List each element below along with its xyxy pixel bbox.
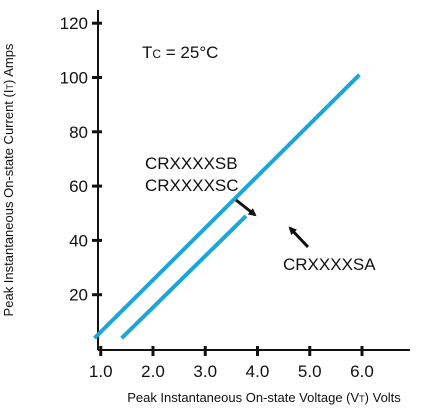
- x-tick-label: 5.0: [298, 362, 322, 381]
- y-tick-label: 20: [69, 286, 88, 305]
- x-ticks: 1.0 2.0 3.0 4.0 5.0 6.0: [89, 346, 374, 381]
- pointer-arrow-sa: [288, 226, 310, 249]
- x-tick-label: 6.0: [350, 362, 374, 381]
- x-tick-label: 3.0: [193, 362, 217, 381]
- series-label-sa: CRXXXXSA: [283, 255, 376, 274]
- x-tick-label: 1.0: [89, 362, 113, 381]
- y-axis-title: Peak Instantaneous On-state Current (IT)…: [1, 43, 16, 316]
- series-label-sc: CRXXXXSC: [145, 176, 239, 195]
- y-tick-label: 80: [69, 123, 88, 142]
- series-line-sb-sc: [93, 73, 361, 340]
- x-tick-label: 2.0: [141, 362, 165, 381]
- x-tick-label: 4.0: [246, 362, 270, 381]
- y-tick-label: 40: [69, 231, 88, 250]
- pointer-arrow-sb-sc: [235, 198, 257, 217]
- y-tick-label: 120: [60, 14, 88, 33]
- x-axis-title: Peak Instantaneous On-state Voltage (VT)…: [127, 390, 401, 405]
- y-tick-label: 100: [60, 69, 88, 88]
- y-ticks: 20 40 60 80 100 120: [60, 14, 102, 305]
- condition-annotation: TC = 25°C: [142, 43, 218, 62]
- series-line-sa: [120, 214, 248, 340]
- series-layer: [93, 73, 361, 340]
- y-tick-label: 60: [69, 177, 88, 196]
- series-label-sb: CRXXXXSB: [145, 154, 238, 173]
